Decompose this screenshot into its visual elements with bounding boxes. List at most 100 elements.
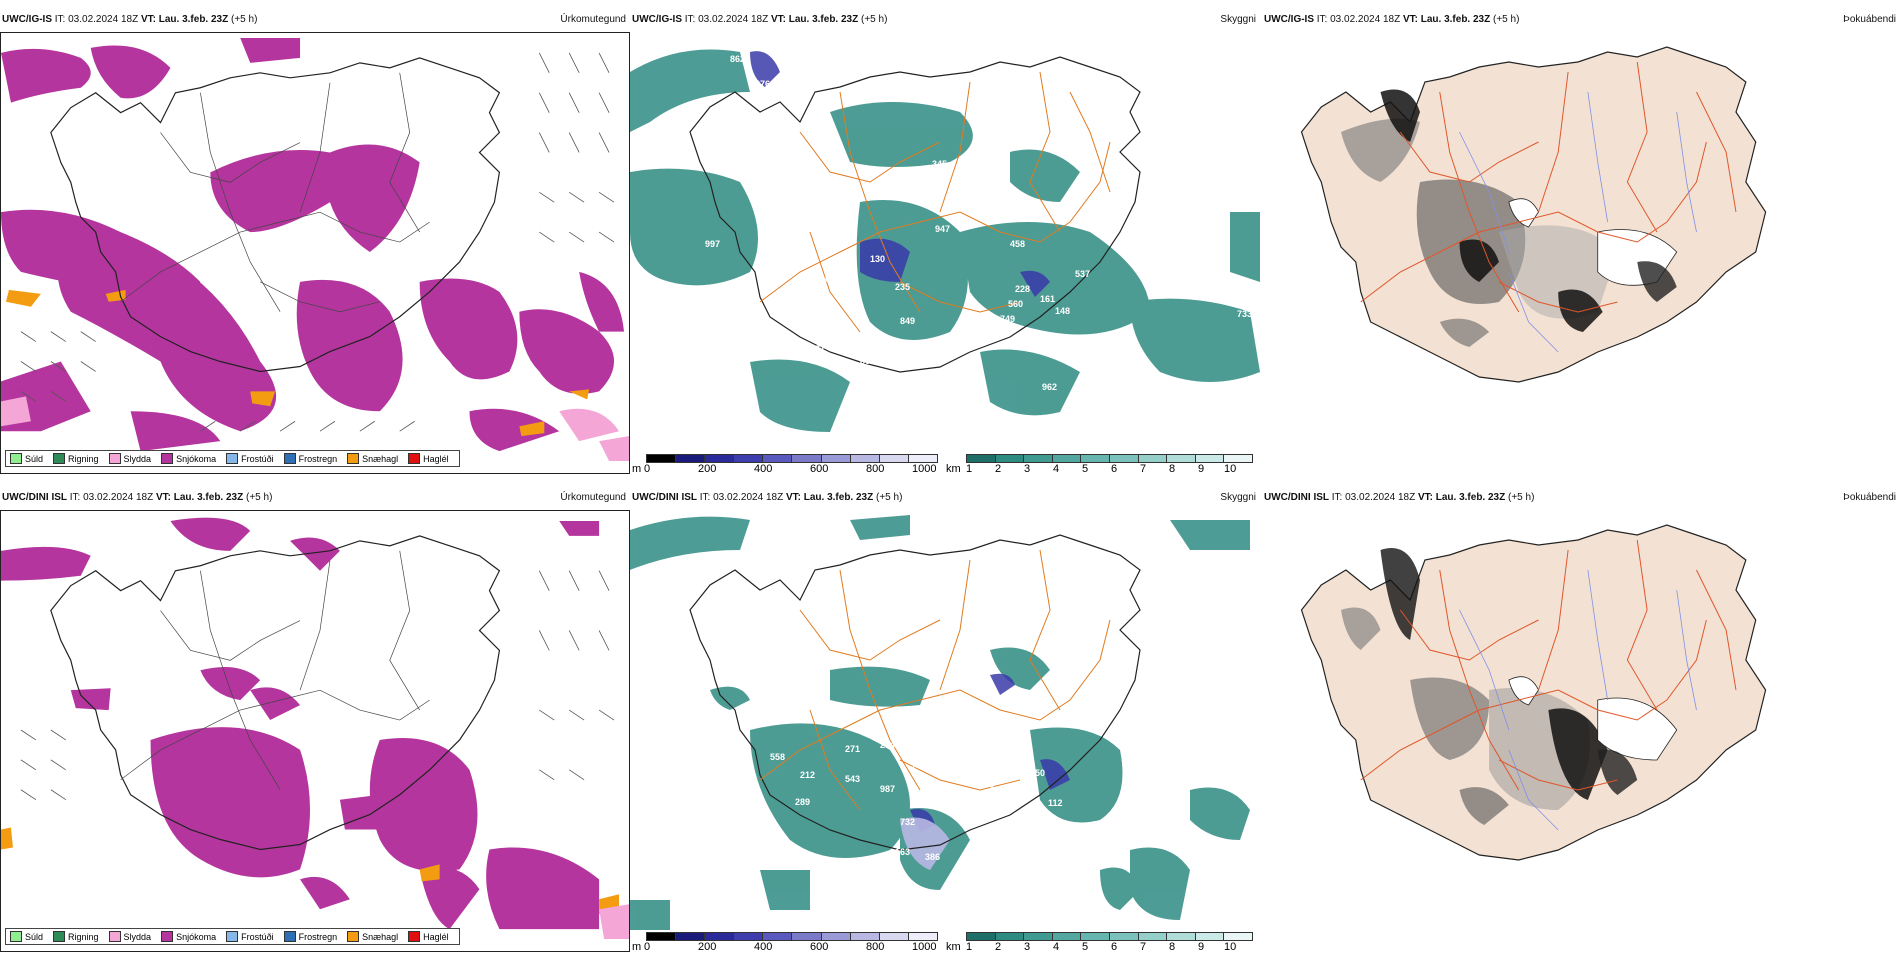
ceiling-value: 345 xyxy=(932,159,947,169)
ceiling-value: 862 xyxy=(860,356,875,366)
visibility-tick: 1 xyxy=(966,463,973,475)
it-value: 03.02.2024 18Z xyxy=(68,14,139,25)
wind-barbs xyxy=(20,570,615,801)
roads-lines xyxy=(120,550,430,790)
panel-header: UWC/DINI ISL IT: 03.02.2024 18Z VT: Lau.… xyxy=(1264,492,1898,506)
vt-label: VT: xyxy=(155,492,171,503)
ceiling-tick: 0 xyxy=(644,941,651,953)
precip-map: Súld Rigning Slydda Snjókoma Frostúði Fr… xyxy=(0,510,630,952)
ceiling-unit: m xyxy=(632,941,642,953)
legend-item-freezing-drizzle: Frostúði xyxy=(226,931,280,942)
ceiling-value: 891 xyxy=(757,94,772,104)
visibility-tick: 9 xyxy=(1198,463,1205,475)
visibility-tick: 3 xyxy=(1024,941,1031,953)
snow-areas xyxy=(1,37,625,452)
ceiling-value: 394 xyxy=(910,760,925,770)
ceiling-value: 997 xyxy=(705,239,720,249)
visibility-scale: km 1 2 3 4 5 6 7 8 9 10 xyxy=(946,454,1256,478)
visibility-map: 862 876 891 997 345 406 947 458 309 130 … xyxy=(630,32,1260,452)
ceiling-value: 386 xyxy=(925,852,940,862)
fog-map xyxy=(1262,32,1892,432)
ceiling-value: 825 xyxy=(870,379,885,389)
fog-map xyxy=(1262,510,1892,910)
visibility-tick: 4 xyxy=(1053,941,1060,953)
panel-title: Þokuábendi xyxy=(1843,492,1896,503)
legend-item-snow: Snjókoma xyxy=(161,453,222,464)
visibility-tick: 6 xyxy=(1111,463,1118,475)
ceiling-tick: 600 xyxy=(810,941,829,953)
ceiling-value: 201 xyxy=(990,785,1005,795)
panel-title: Skyggni xyxy=(1220,14,1256,25)
panel-header: UWC/DINI ISL IT: 03.02.2024 18Z VT: Lau.… xyxy=(632,492,1258,506)
lead-offset: (+5 h) xyxy=(246,492,273,503)
visibility-tick: 10 xyxy=(1224,463,1237,475)
visibility-scale-bar xyxy=(966,932,1253,941)
legend-item-hail: Haglél xyxy=(408,453,455,464)
vt-label: VT: xyxy=(1402,14,1418,25)
visibility-unit: km xyxy=(946,941,961,953)
ceiling-unit: m xyxy=(632,463,642,475)
ceiling-value: 871 xyxy=(810,344,825,354)
ceiling-value: 148 xyxy=(1055,306,1070,316)
it-value: 03.02.2024 18Z xyxy=(713,492,784,503)
it-value: 03.02.2024 18Z xyxy=(1345,492,1416,503)
ceiling-value: 962 xyxy=(1042,382,1057,392)
ceiling-scale: m 0 200 400 600 800 1000 xyxy=(632,932,942,956)
ceiling-value-labels: 862 876 891 997 345 406 947 458 309 130 … xyxy=(705,54,1252,392)
iceland-outline xyxy=(50,57,501,373)
ceiling-value: 537 xyxy=(1075,269,1090,279)
vt-value: Lau. 3.feb. 23Z xyxy=(1420,14,1491,25)
vt-label: VT: xyxy=(770,14,786,25)
ceiling-value: 862 xyxy=(730,54,745,64)
snow-areas xyxy=(1,517,600,930)
fog-map-svg xyxy=(1300,524,1767,861)
vt-value: Lau. 3.feb. 23Z xyxy=(788,14,859,25)
precip-map: Súld Rigning Slydda Snjókoma Frostúði Fr… xyxy=(0,32,630,474)
precip-map-svg xyxy=(1,37,629,462)
legend-item-rain: Rigning xyxy=(53,931,105,942)
it-value: 03.02.2024 18Z xyxy=(698,14,769,25)
visibility-map-svg: 862 876 891 997 345 406 947 458 309 130 … xyxy=(630,49,1260,432)
it-label: IT: xyxy=(1316,14,1328,25)
model-name: UWC/DINI ISL xyxy=(2,492,67,503)
visibility-tick: 7 xyxy=(1140,463,1147,475)
rivers xyxy=(1459,91,1697,353)
visibility-tick: 8 xyxy=(1169,941,1176,953)
precip-type-legend: Súld Rigning Slydda Snjókoma Frostúði Fr… xyxy=(5,928,460,945)
ceiling-value: 733 xyxy=(842,340,857,350)
ceiling-tick: 400 xyxy=(754,941,773,953)
low-visibility-areas xyxy=(630,49,1260,432)
panel-header: UWC/IG-IS IT: 03.02.2024 18Z VT: Lau. 3.… xyxy=(632,14,1258,28)
model-name: UWC/IG-IS xyxy=(632,14,682,25)
ceiling-value: 212 xyxy=(800,770,815,780)
visibility-tick: 3 xyxy=(1024,463,1031,475)
legend-item-freezing-drizzle: Frostúði xyxy=(226,453,280,464)
vt-value: Lau. 3.feb. 23Z xyxy=(803,492,874,503)
rivers xyxy=(1459,569,1697,831)
visibility-tick: 7 xyxy=(1140,941,1147,953)
ceiling-value: 271 xyxy=(845,744,860,754)
precip-type-panel: UWC/DINI ISL IT: 03.02.2024 18Z VT: Lau.… xyxy=(0,490,630,960)
ceiling-tick: 200 xyxy=(698,941,717,953)
legend-item-sleet: Slydda xyxy=(108,931,158,942)
visibility-tick: 1 xyxy=(966,941,973,953)
ceiling-value: 309 xyxy=(820,274,835,284)
iceland-outline xyxy=(50,535,501,851)
ceiling-scale-bar xyxy=(646,454,938,463)
ceiling-value: 849 xyxy=(900,316,915,326)
ceiling-tick: 1000 xyxy=(912,941,937,953)
ceiling-value: 289 xyxy=(795,797,810,807)
ceiling-value: 987 xyxy=(880,784,895,794)
precip-map-svg xyxy=(1,517,629,940)
ceiling-value-labels: 181 184 558 271 234 123 39 394 212 543 9… xyxy=(770,727,1225,862)
vt-value: Lau. 3.feb. 23Z xyxy=(173,492,244,503)
ceiling-value: 458 xyxy=(1010,239,1025,249)
visibility-map: 181 184 558 271 234 123 39 394 212 543 9… xyxy=(630,510,1260,930)
ceiling-tick: 1000 xyxy=(912,463,937,475)
sleet-areas xyxy=(599,904,629,940)
model-name: UWC/DINI ISL xyxy=(1264,492,1329,503)
it-value: 03.02.2024 18Z xyxy=(83,492,154,503)
legend-item-drizzle: Súld xyxy=(10,931,49,942)
legend-item-snow: Snjókoma xyxy=(161,931,222,942)
visibility-panel: UWC/IG-IS IT: 03.02.2024 18Z VT: Lau. 3.… xyxy=(630,12,1260,482)
